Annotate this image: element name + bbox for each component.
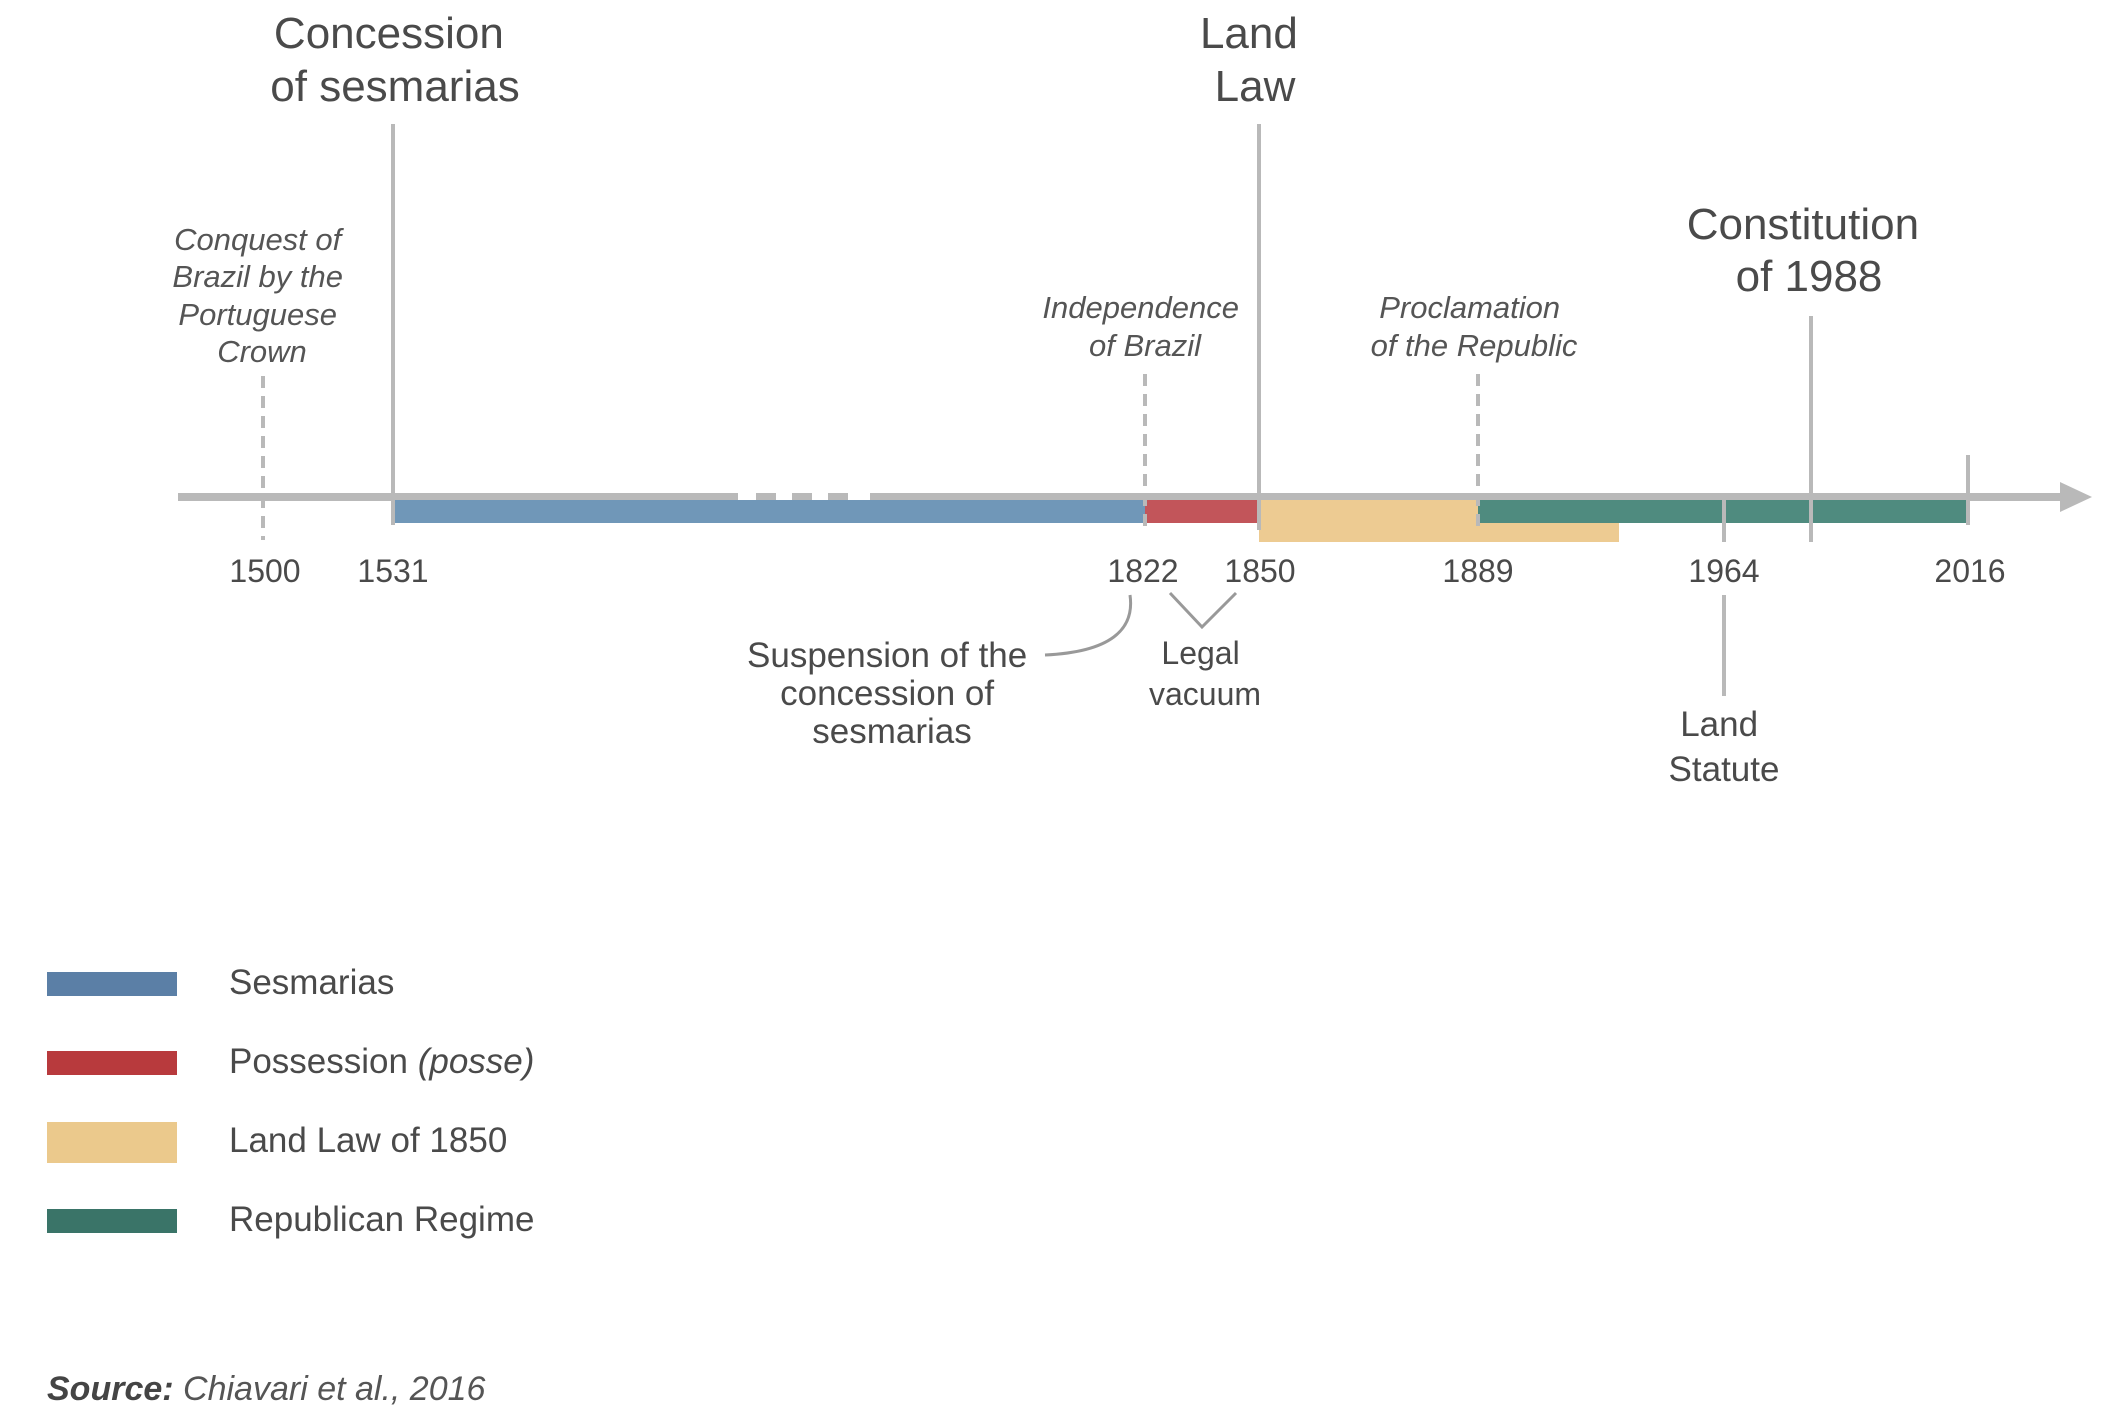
constitution-label: Constitution of 1988 (1687, 200, 1932, 301)
source-citation: Source: Chiavari et al., 2016 (47, 1370, 485, 1409)
proclamation-label: Proclamation of the Republic (1371, 290, 1578, 363)
suspension-label: Suspension of the concession of sesmaria… (747, 636, 1037, 751)
tick-label-2016: 2016 (1934, 553, 2005, 589)
legend-label-land-law: Land Law of 1850 (229, 1121, 508, 1160)
legend-swatch-sesmarias (47, 972, 177, 996)
legend-item-sesmarias: Sesmarias (47, 958, 747, 1008)
timeline-diagram: 1500 1531 1822 1850 1889 1964 2016 Conce… (172, 9, 2092, 789)
source-prefix: Source: (47, 1370, 174, 1408)
conquest-label: Conquest of Brazil by the Portuguese Cro… (172, 222, 351, 369)
suspension-connector (1044, 594, 1133, 657)
land-statute-label: Land Statute (1669, 705, 1780, 789)
period-bar-posse (1145, 500, 1259, 523)
legend-label-republic: Republican Regime (229, 1200, 535, 1239)
independence-label: Independence of Brazil (1042, 290, 1247, 363)
axis-arrow-icon (2060, 482, 2092, 512)
legend-item-posse: Possession (posse) (47, 1037, 747, 1087)
legend-item-republic: Republican Regime (47, 1195, 747, 1245)
land-law-label: Land Law (1200, 9, 1310, 111)
legend-label-sesmarias: Sesmarias (229, 963, 395, 1002)
legal-vacuum-label: Legal vacuum (1149, 635, 1261, 712)
legend-swatch-land-law (47, 1122, 177, 1163)
tick-label-1531: 1531 (357, 553, 428, 589)
tick-label-1964: 1964 (1688, 553, 1759, 589)
concession-label: Concession of sesmarias (270, 9, 519, 111)
legal-vacuum-bracket (1168, 591, 1238, 630)
tick-label-1850: 1850 (1224, 553, 1295, 589)
tick-label-1822: 1822 (1107, 553, 1178, 589)
tick-label-1500: 1500 (229, 553, 300, 589)
legend-swatch-republic (47, 1209, 177, 1233)
legend-label-posse: Possession (posse) (229, 1042, 535, 1081)
legend-item-land-law: Land Law of 1850 (47, 1116, 747, 1166)
period-bar-sesmarias (393, 500, 1145, 523)
tick-label-1889: 1889 (1442, 553, 1513, 589)
source-text: Chiavari et al., 2016 (173, 1370, 486, 1408)
legend-swatch-posse (47, 1051, 177, 1075)
